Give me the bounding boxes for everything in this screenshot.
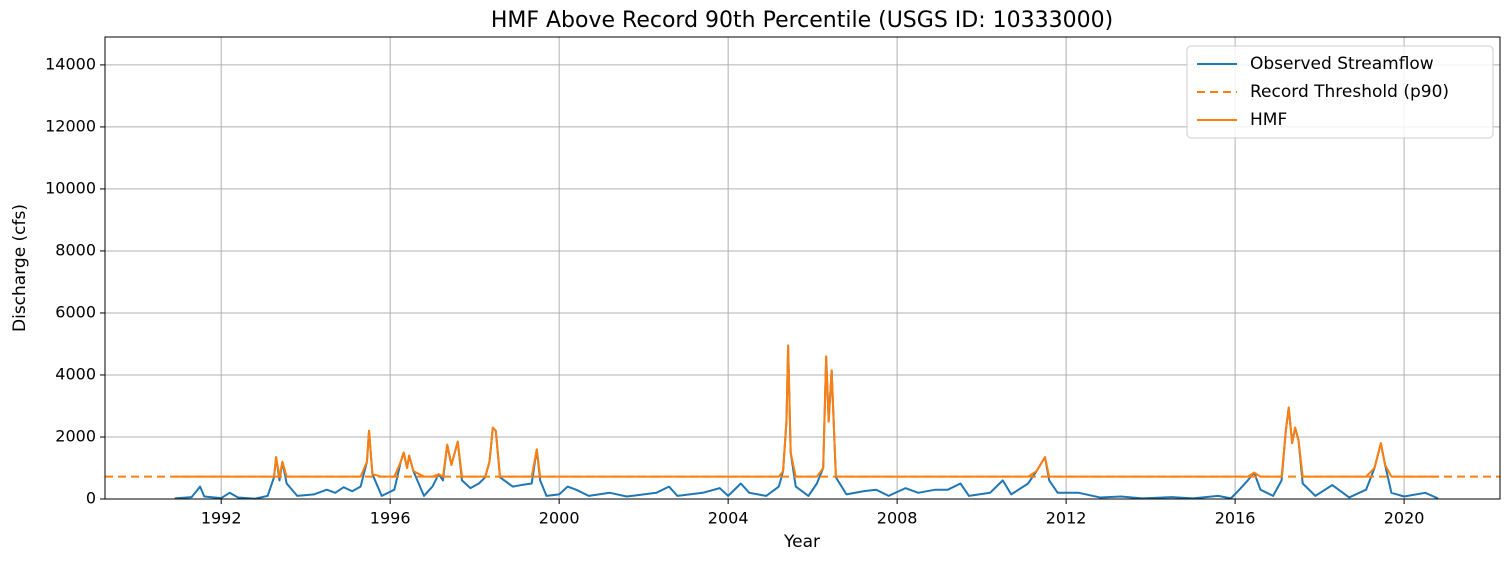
legend-label: Record Threshold (p90) [1250, 82, 1449, 102]
y-tick-label: 6000 [55, 302, 96, 321]
legend: Observed Streamflow Record Threshold (p90… [1186, 45, 1494, 139]
x-axis-label: Year [783, 532, 820, 552]
x-tick-label: 2012 [1046, 509, 1087, 528]
legend-label: Observed Streamflow [1250, 54, 1434, 74]
x-tick-label: 1996 [370, 509, 411, 528]
y-tick-label: 10000 [45, 178, 96, 197]
series-line [174, 344, 1438, 478]
plot-frame [104, 36, 1501, 500]
x-tick-label: 2008 [877, 509, 918, 528]
legend-label: HMF [1250, 110, 1287, 130]
x-tick-label: 2000 [539, 509, 580, 528]
x-tick-label: 2020 [1384, 509, 1425, 528]
legend-box [1186, 45, 1494, 139]
y-tick-label: 0 [86, 489, 96, 508]
y-tick-label: 8000 [55, 240, 96, 259]
y-tick-label: 2000 [55, 426, 96, 445]
x-tick-label: 2004 [708, 509, 749, 528]
y-tick-label: 4000 [55, 364, 96, 383]
x-tick-label: 1992 [201, 509, 242, 528]
x-tick-label: 2016 [1215, 509, 1256, 528]
chart-title: HMF Above Record 90th Percentile (USGS I… [491, 8, 1113, 33]
y-tick-label: 14000 [45, 54, 96, 73]
y-tick-label: 12000 [45, 116, 96, 135]
y-axis-label: Discharge (cfs) [10, 204, 30, 332]
